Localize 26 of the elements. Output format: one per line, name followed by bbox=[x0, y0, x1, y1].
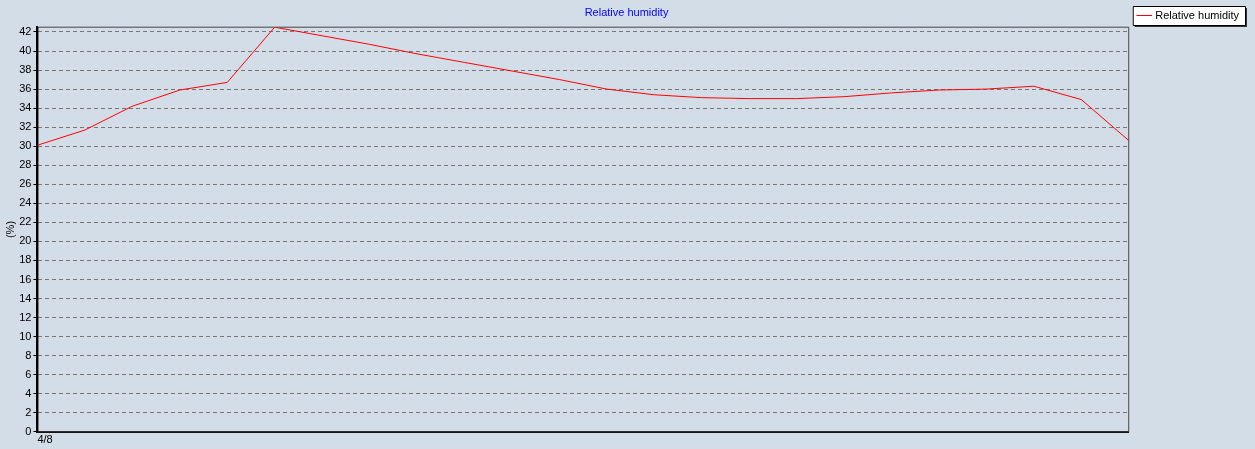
y-tick-label: 16 bbox=[19, 272, 32, 285]
y-tick-label: 38 bbox=[19, 63, 32, 76]
y-tick-label: 12 bbox=[19, 310, 32, 323]
y-tick-label: 2 bbox=[25, 405, 32, 418]
y-tick-label: 18 bbox=[19, 253, 32, 266]
x-tick-label: 4/8 bbox=[37, 433, 53, 446]
y-tick-label: 24 bbox=[19, 196, 32, 209]
chart-title: Relative humidity bbox=[584, 5, 669, 18]
legend-label: Relative humidity bbox=[1155, 8, 1240, 21]
y-tick-label: 0 bbox=[25, 424, 32, 437]
y-axis-title: (%) bbox=[3, 220, 16, 239]
y-tick-label: 28 bbox=[19, 158, 32, 171]
y-tick-label: 20 bbox=[19, 234, 32, 247]
y-tick-label: 8 bbox=[25, 348, 32, 361]
y-tick-label: 10 bbox=[19, 329, 32, 342]
y-tick-label: 22 bbox=[19, 215, 32, 228]
y-tick-label: 40 bbox=[19, 44, 32, 57]
y-tick-label: 26 bbox=[19, 177, 32, 190]
y-tick-label: 4 bbox=[25, 386, 32, 399]
y-tick-label: 36 bbox=[19, 82, 32, 95]
y-tick-label: 6 bbox=[25, 367, 32, 380]
y-tick-label: 32 bbox=[19, 120, 32, 133]
y-tick-label: 30 bbox=[19, 139, 32, 152]
y-tick-label: 14 bbox=[19, 291, 32, 304]
y-tick-label: 42 bbox=[19, 24, 32, 37]
y-tick-label: 34 bbox=[19, 101, 32, 114]
